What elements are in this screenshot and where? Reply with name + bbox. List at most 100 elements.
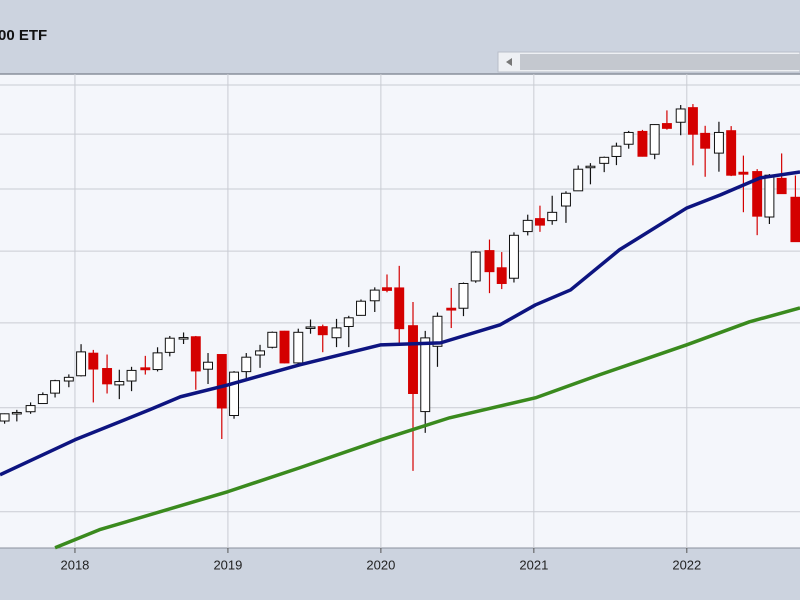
candle [687, 104, 698, 166]
candle [508, 232, 519, 283]
x-tick-label: 2021 [519, 557, 548, 572]
candles [0, 104, 800, 471]
candle [458, 282, 469, 317]
candle [216, 354, 227, 439]
candle [37, 392, 48, 405]
candle [420, 330, 431, 433]
candle [470, 251, 481, 283]
chart-title: 00 ETF [0, 27, 47, 44]
candle-body [484, 250, 495, 273]
candle [126, 366, 137, 392]
candle [25, 402, 36, 414]
candle-body [241, 356, 252, 373]
candle [573, 165, 584, 192]
candle-body [776, 177, 787, 195]
candle-body [190, 336, 201, 372]
x-tick-label: 2019 [213, 557, 242, 572]
candle-body [37, 394, 48, 405]
candle-body [508, 234, 519, 279]
candle [50, 379, 61, 398]
candle [446, 287, 457, 329]
moving-average-line [0, 170, 800, 477]
candle [726, 126, 737, 177]
candle [140, 355, 151, 375]
candle-body [382, 287, 392, 291]
candle-body [661, 123, 672, 129]
scroll-left-arrow[interactable] [506, 58, 512, 66]
candle [343, 315, 354, 348]
candle-body [713, 131, 724, 154]
candle-body [637, 130, 648, 157]
candle [585, 163, 596, 185]
candle [547, 195, 558, 225]
candle-body [152, 352, 163, 371]
x-axis-area [0, 548, 800, 600]
candle-body [305, 326, 316, 329]
candle-body [675, 108, 686, 123]
candle [408, 301, 418, 471]
candle [764, 174, 775, 224]
candle-body [229, 371, 239, 416]
scrollbar[interactable] [497, 51, 800, 73]
candle [496, 252, 507, 290]
candle [190, 335, 201, 390]
candle [432, 312, 443, 367]
candle [279, 330, 290, 364]
candle [599, 156, 610, 173]
candle [611, 142, 622, 166]
candle-body [293, 331, 304, 364]
candle [11, 409, 22, 422]
candle-body [255, 350, 266, 356]
candle [369, 287, 380, 313]
candle-body [11, 411, 22, 415]
candle-body [522, 219, 533, 233]
candle [522, 214, 533, 236]
grid [0, 74, 800, 548]
candle-body [279, 330, 290, 364]
candle-body [764, 174, 775, 218]
candle-body [496, 267, 507, 284]
candle-body [102, 368, 113, 385]
candle [394, 265, 405, 346]
candle [484, 239, 495, 294]
candle-body [140, 367, 151, 371]
candle [76, 344, 87, 377]
candle-body [126, 369, 137, 382]
candle-body [738, 171, 749, 175]
candle-body [50, 380, 61, 394]
scrollbar-thumb[interactable] [520, 54, 800, 70]
candle [700, 125, 711, 177]
candle-body [76, 351, 87, 377]
candle [267, 331, 278, 349]
candle-body [63, 376, 74, 382]
candle-body [458, 282, 469, 309]
candle-body [331, 327, 342, 339]
moving-average-line [54, 306, 800, 550]
candle-body [623, 131, 634, 145]
candle-body [317, 326, 328, 336]
candle-body [470, 251, 481, 282]
candle [203, 353, 213, 385]
candle [293, 328, 304, 365]
candle-body [561, 192, 571, 207]
candle-body [114, 381, 125, 386]
candle-body [343, 317, 354, 327]
candle [255, 344, 266, 368]
candle [561, 191, 571, 223]
candle-body [267, 331, 278, 348]
candle [114, 369, 125, 400]
candle [331, 318, 342, 348]
candle [623, 130, 634, 149]
candle [63, 374, 74, 388]
candle-body [408, 325, 418, 394]
candle-body [216, 354, 227, 409]
candle [164, 335, 175, 357]
candle-body [687, 107, 698, 135]
candle [356, 299, 366, 316]
candle-body [573, 168, 584, 192]
candle [713, 121, 724, 172]
candle-body [446, 307, 457, 311]
candle-body [752, 171, 763, 217]
candle [178, 332, 189, 345]
